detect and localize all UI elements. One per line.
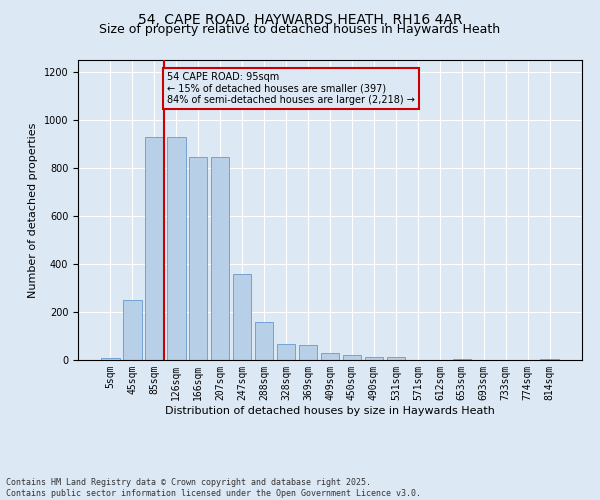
Text: 54 CAPE ROAD: 95sqm
← 15% of detached houses are smaller (397)
84% of semi-detac: 54 CAPE ROAD: 95sqm ← 15% of detached ho…: [167, 72, 415, 105]
Bar: [452, 359, 471, 360]
Bar: [343, 355, 361, 360]
Bar: [189, 157, 208, 360]
Bar: [123, 300, 142, 360]
Bar: [320, 353, 340, 360]
Bar: [541, 359, 559, 360]
Bar: [255, 322, 274, 360]
Y-axis label: Number of detached properties: Number of detached properties: [28, 122, 38, 298]
Bar: [277, 344, 295, 360]
X-axis label: Distribution of detached houses by size in Haywards Heath: Distribution of detached houses by size …: [165, 406, 495, 415]
Bar: [145, 137, 164, 360]
Text: Size of property relative to detached houses in Haywards Heath: Size of property relative to detached ho…: [100, 22, 500, 36]
Bar: [233, 274, 251, 360]
Bar: [365, 357, 383, 360]
Bar: [386, 357, 405, 360]
Bar: [211, 157, 229, 360]
Text: Contains HM Land Registry data © Crown copyright and database right 2025.
Contai: Contains HM Land Registry data © Crown c…: [6, 478, 421, 498]
Bar: [101, 358, 119, 360]
Text: 54, CAPE ROAD, HAYWARDS HEATH, RH16 4AR: 54, CAPE ROAD, HAYWARDS HEATH, RH16 4AR: [138, 12, 462, 26]
Bar: [299, 345, 317, 360]
Bar: [167, 137, 185, 360]
